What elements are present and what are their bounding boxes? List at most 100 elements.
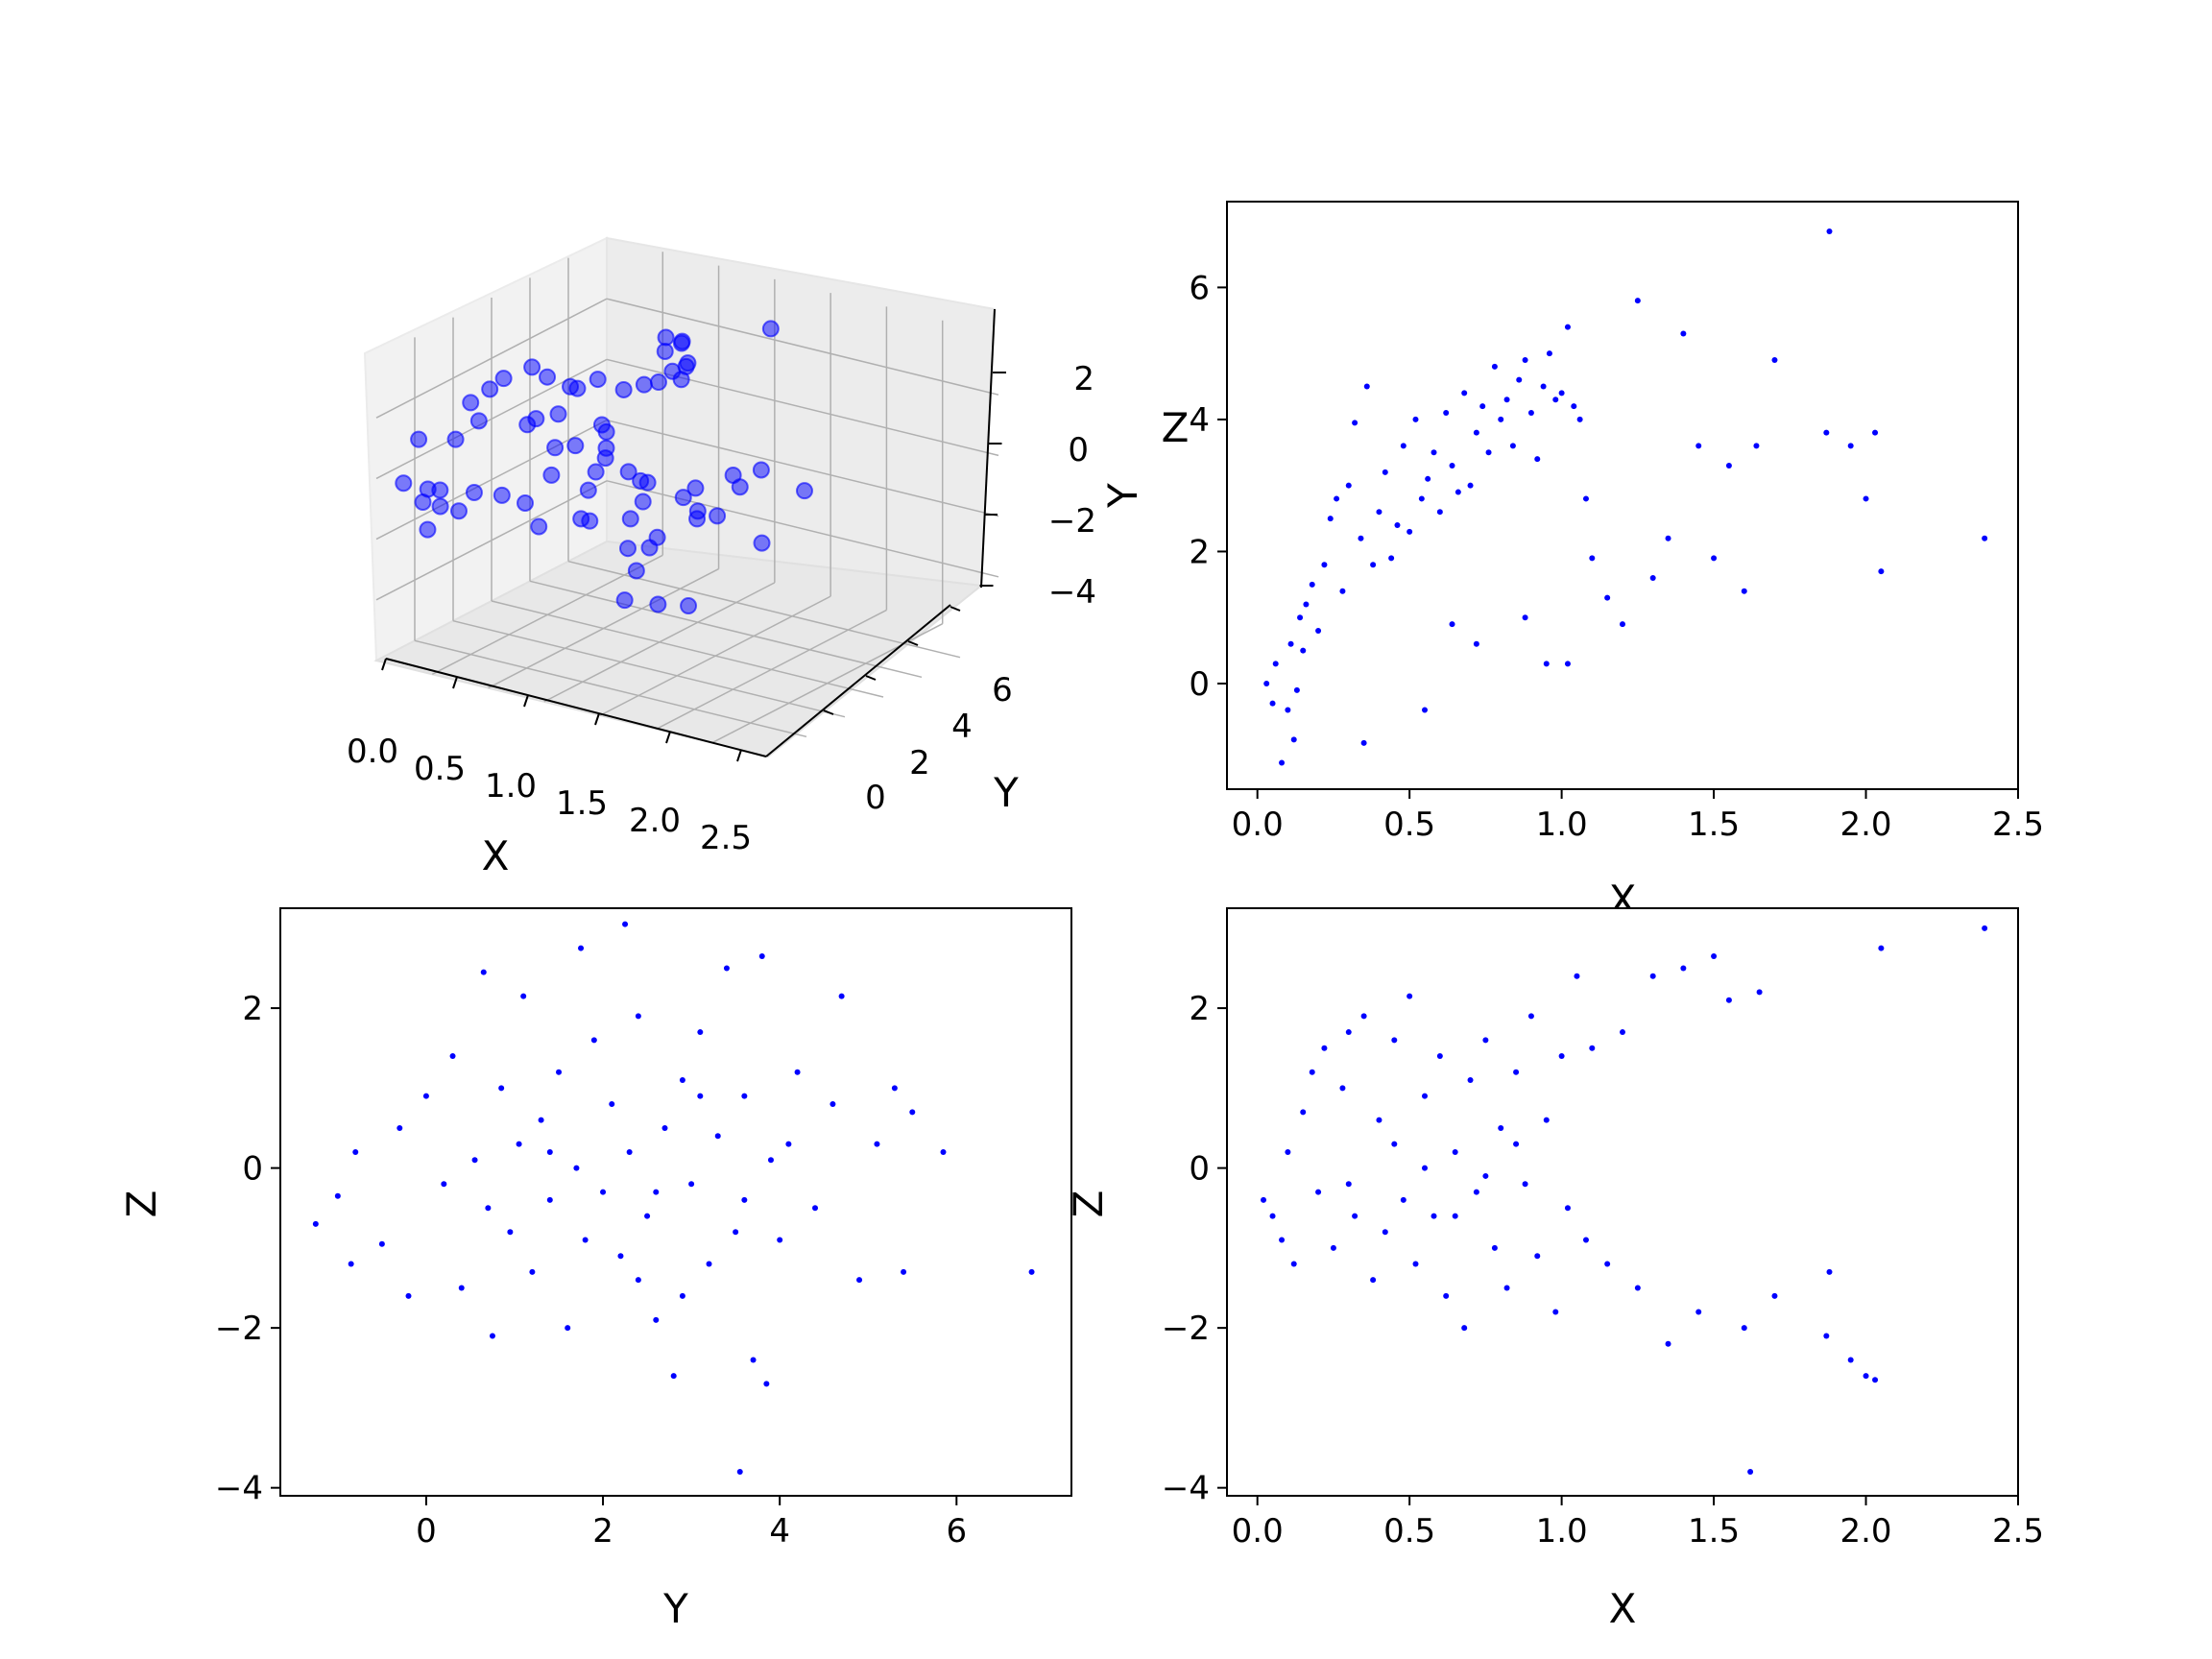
x-axis-label-x-z: X bbox=[1609, 1585, 1637, 1632]
z-tick-label-3d: 0 bbox=[1068, 431, 1089, 469]
y-tick-label-y-z: 2 bbox=[242, 990, 263, 1028]
data-point-x-z bbox=[1665, 1340, 1671, 1347]
data-point-y-z bbox=[741, 1093, 748, 1099]
x-tick-label-x-z: 2.0 bbox=[1839, 1512, 1891, 1551]
data-point-x-y bbox=[1394, 521, 1401, 528]
data-point-3d bbox=[449, 502, 468, 520]
data-point-x-y bbox=[1522, 357, 1528, 364]
data-point-y-z bbox=[635, 1013, 641, 1020]
data-point-3d bbox=[656, 342, 674, 360]
data-point-x-z bbox=[1534, 1253, 1541, 1260]
data-point-x-z bbox=[1513, 1141, 1520, 1147]
data-point-x-y bbox=[1303, 601, 1310, 608]
data-point-x-y bbox=[1552, 397, 1559, 403]
data-point-x-y bbox=[1826, 228, 1833, 234]
points-x-z bbox=[1261, 925, 1988, 1476]
y-tick-label-3d: 6 bbox=[992, 671, 1013, 709]
x-tick-3d bbox=[523, 694, 529, 708]
data-point-x-z bbox=[1503, 1285, 1510, 1291]
data-point-x-y bbox=[1863, 495, 1869, 502]
data-point-3d bbox=[494, 370, 513, 388]
data-point-x-z bbox=[1279, 1237, 1286, 1243]
grid-line-3d bbox=[375, 298, 608, 419]
data-point-3d bbox=[516, 493, 534, 512]
data-point-x-y bbox=[1422, 707, 1428, 713]
data-point-x-y bbox=[1725, 463, 1732, 469]
data-point-x-y bbox=[1695, 443, 1702, 449]
data-point-x-z bbox=[1452, 1213, 1458, 1219]
data-point-x-y bbox=[1485, 449, 1492, 456]
data-point-x-y bbox=[1872, 429, 1879, 436]
data-point-y-z bbox=[940, 1148, 947, 1155]
data-point-y-z bbox=[617, 1253, 624, 1260]
data-point-x-y bbox=[1293, 686, 1300, 693]
y-tick-label-x-y: 4 bbox=[1189, 401, 1210, 440]
data-point-x-y bbox=[1473, 640, 1479, 647]
data-point-x-z bbox=[1589, 1045, 1596, 1051]
data-point-y-z bbox=[697, 1093, 704, 1099]
data-point-3d bbox=[731, 478, 749, 496]
data-point-x-y bbox=[1300, 647, 1307, 654]
x-tick-label-3d: 2.0 bbox=[629, 802, 681, 840]
data-point-y-z bbox=[901, 1268, 907, 1275]
data-point-x-z bbox=[1269, 1213, 1276, 1219]
data-point-x-y bbox=[1461, 390, 1468, 397]
data-point-x-y bbox=[1589, 555, 1596, 562]
data-point-x-z bbox=[1473, 1189, 1479, 1195]
data-point-y-z bbox=[565, 1325, 571, 1332]
data-point-x-z bbox=[1376, 1117, 1382, 1123]
data-point-x-y bbox=[1571, 403, 1577, 410]
data-point-x-y bbox=[1443, 410, 1450, 417]
data-point-x-z bbox=[1725, 997, 1732, 1003]
data-point-y-z bbox=[397, 1124, 403, 1131]
data-point-y-z bbox=[538, 1117, 544, 1123]
ticks-y-z: 0 2 4 6 −4 −2 0 2 bbox=[215, 990, 967, 1551]
data-point-x-z bbox=[1290, 1261, 1297, 1267]
data-point-x-y bbox=[1327, 516, 1334, 522]
grid-line-3d bbox=[606, 480, 999, 578]
data-point-3d bbox=[572, 510, 590, 528]
scatter-3d-axes: 0.0 0.5 1.0 1.5 2.0 2.5 X 0 2 4 6 Y 2 0 … bbox=[347, 236, 1189, 879]
data-point-y-z bbox=[750, 1357, 757, 1363]
data-point-x-z bbox=[1285, 1148, 1291, 1155]
data-point-y-z bbox=[697, 1029, 704, 1036]
data-point-x-z bbox=[1412, 1261, 1419, 1267]
x-tick-label-y-z: 0 bbox=[416, 1512, 437, 1551]
data-point-x-y bbox=[1309, 581, 1315, 588]
data-point-x-z bbox=[1422, 1165, 1428, 1171]
data-point-3d bbox=[546, 439, 565, 457]
data-point-x-z bbox=[1634, 1285, 1641, 1291]
data-point-x-y bbox=[1315, 627, 1322, 634]
data-point-3d bbox=[618, 540, 637, 558]
data-point-x-y bbox=[1412, 416, 1419, 422]
data-point-y-z bbox=[767, 1157, 774, 1164]
data-point-y-z bbox=[909, 1109, 916, 1116]
data-point-x-z bbox=[1391, 1141, 1398, 1147]
x-tick-3d bbox=[594, 712, 600, 726]
data-point-x-y bbox=[1269, 700, 1276, 707]
y-tick-3d bbox=[823, 709, 834, 715]
data-point-y-z bbox=[590, 1037, 597, 1044]
data-point-y-z bbox=[777, 1237, 783, 1243]
data-point-3d bbox=[614, 380, 633, 398]
x-tick-label-y-z: 6 bbox=[946, 1512, 967, 1551]
data-point-x-z bbox=[1680, 965, 1687, 972]
grid-line-3d bbox=[606, 298, 999, 396]
points-3d bbox=[395, 320, 813, 615]
data-point-3d bbox=[649, 373, 667, 392]
y-tick-label-x-z: −2 bbox=[1162, 1310, 1210, 1348]
scatter-x-z-axes: 0.0 0.5 1.0 1.5 2.0 2.5 −4 −2 0 2 X Z bbox=[1065, 907, 2044, 1632]
data-point-y-z bbox=[653, 1189, 660, 1195]
data-point-3d bbox=[680, 597, 698, 615]
data-point-3d bbox=[686, 479, 705, 497]
data-point-x-y bbox=[1279, 759, 1286, 766]
data-point-x-z bbox=[1400, 1196, 1407, 1203]
data-point-x-y bbox=[1287, 640, 1294, 647]
ticks-x-z: 0.0 0.5 1.0 1.5 2.0 2.5 −4 −2 0 2 bbox=[1162, 990, 2044, 1551]
y-tick-label-x-z: 0 bbox=[1189, 1150, 1210, 1189]
data-point-y-z bbox=[507, 1229, 514, 1236]
data-point-x-y bbox=[1263, 680, 1270, 686]
data-point-x-y bbox=[1847, 443, 1854, 449]
data-point-3d bbox=[615, 591, 634, 610]
